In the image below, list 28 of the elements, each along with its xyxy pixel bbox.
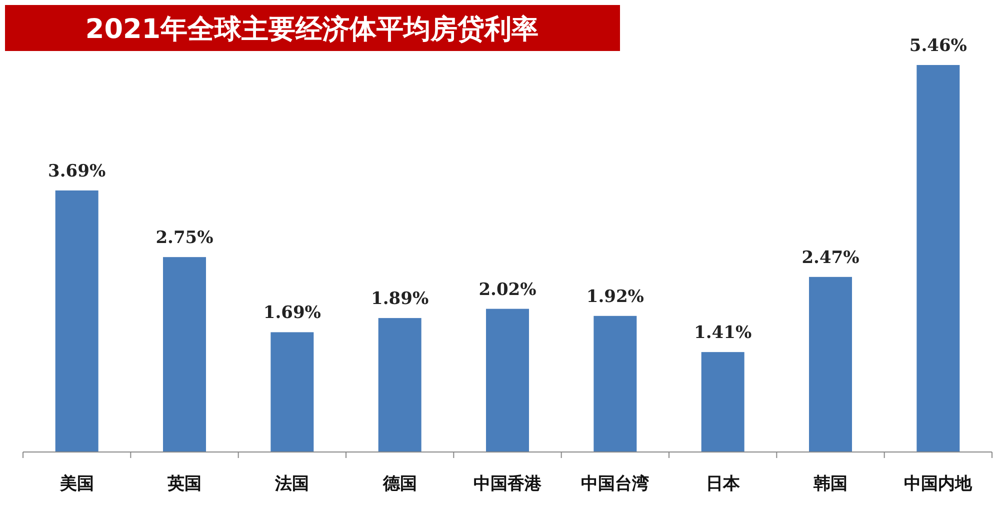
x-tick-label: 法国 bbox=[274, 474, 310, 494]
data-label: 2.47% bbox=[802, 248, 860, 268]
data-label: 1.92% bbox=[586, 286, 644, 307]
x-tick-label: 中国台湾 bbox=[581, 474, 650, 494]
data-label: 1.41% bbox=[694, 323, 752, 344]
data-label: 5.46% bbox=[909, 36, 967, 56]
bar bbox=[809, 276, 852, 452]
data-label: 1.89% bbox=[371, 289, 429, 310]
chart-title: 2021年全球主要经济体平均房贷利率 bbox=[85, 14, 539, 45]
bar bbox=[486, 308, 529, 452]
x-tick-label: 美国 bbox=[58, 474, 94, 494]
data-label: 2.75% bbox=[156, 228, 214, 248]
bar bbox=[270, 332, 314, 452]
bar bbox=[594, 316, 637, 452]
bar bbox=[163, 257, 206, 452]
bar bbox=[701, 352, 744, 452]
data-label: 1.69% bbox=[263, 303, 321, 324]
x-tick-label: 德国 bbox=[382, 474, 417, 494]
x-tick-label: 日本 bbox=[706, 474, 741, 494]
bar bbox=[55, 190, 98, 452]
data-label: 2.02% bbox=[478, 280, 536, 300]
data-label: 3.69% bbox=[48, 161, 106, 182]
bar bbox=[916, 65, 960, 452]
x-tick-label: 英国 bbox=[166, 474, 202, 494]
x-tick-label: 中国香港 bbox=[474, 474, 542, 494]
x-tick-label: 韩国 bbox=[812, 474, 848, 494]
x-tick-label: 中国内地 bbox=[904, 474, 974, 494]
bar bbox=[378, 318, 422, 452]
